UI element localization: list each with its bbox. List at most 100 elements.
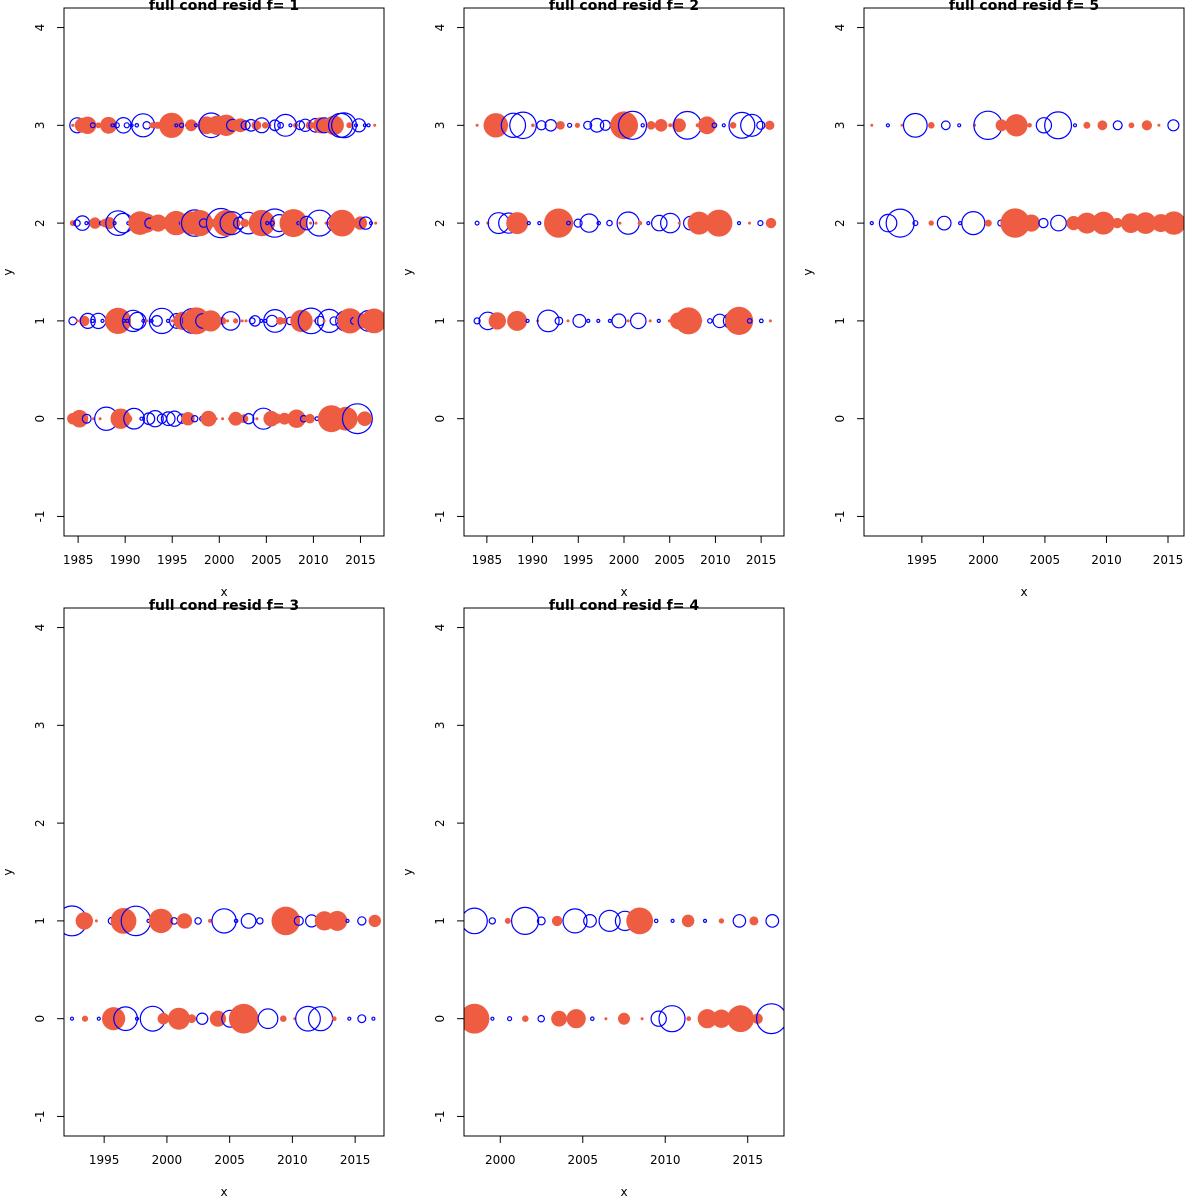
- x-tick-label: 1985: [472, 553, 503, 567]
- x-tick-label: 2015: [1153, 553, 1184, 567]
- positive-residual-point: [81, 1015, 89, 1022]
- negative-residual-point: [758, 318, 764, 324]
- plot-frame: [63, 7, 385, 537]
- negative-residual-point: [728, 111, 756, 139]
- negative-residual-point: [1035, 117, 1053, 134]
- positive-residual-point: [1022, 214, 1040, 232]
- positive-residual-point: [1083, 121, 1091, 129]
- negative-residual-point: [869, 221, 874, 226]
- x-tick-label: 1985: [63, 553, 94, 567]
- bubble-layer: [67, 112, 384, 435]
- positive-residual-point: [551, 915, 563, 927]
- y-tick-label: 0: [33, 415, 47, 423]
- negative-residual-point: [765, 914, 780, 928]
- y-tick-label: -1: [433, 1110, 447, 1122]
- negative-residual-point: [269, 119, 281, 132]
- negative-residual-point: [277, 121, 285, 129]
- positive-residual-point: [78, 116, 97, 134]
- positive-residual-point: [226, 319, 230, 323]
- negative-residual-point: [711, 122, 718, 129]
- x-tick-label: 1995: [157, 553, 188, 567]
- positive-residual-point: [312, 117, 329, 134]
- y-tick-label: 0: [833, 415, 847, 423]
- positive-residual-point: [654, 119, 668, 132]
- positive-residual-point: [1134, 212, 1157, 234]
- positive-residual-point: [248, 209, 275, 237]
- positive-residual-point: [95, 122, 102, 129]
- positive-residual-point: [290, 309, 313, 333]
- positive-residual-point: [123, 414, 133, 423]
- y-tick-label: 4: [33, 624, 47, 632]
- negative-residual-point: [240, 120, 251, 131]
- negative-residual-point: [84, 221, 89, 226]
- positive-residual-point: [551, 1010, 567, 1027]
- y-tick-label: 4: [33, 24, 47, 32]
- y-tick-label: 1: [33, 917, 47, 925]
- positive-residual-point: [1097, 120, 1108, 131]
- negative-residual-point: [640, 123, 645, 128]
- negative-residual-point: [295, 1005, 321, 1032]
- positive-residual-point: [314, 221, 318, 225]
- positive-residual-point: [181, 412, 195, 426]
- positive-residual-point: [357, 411, 373, 427]
- plot-title: full cond resid f= 5: [949, 0, 1099, 14]
- positive-residual-point: [705, 209, 733, 237]
- positive-residual-point: [464, 1003, 490, 1034]
- x-tick-label: 2010: [1091, 553, 1122, 567]
- positive-residual-point: [728, 221, 732, 225]
- plot-title: full cond resid f= 3: [149, 598, 299, 614]
- negative-residual-point: [912, 220, 919, 227]
- negative-residual-point: [599, 119, 612, 131]
- bubble-layer: [869, 110, 1184, 238]
- x-tick-label: 2010: [700, 553, 731, 567]
- y-tick-label: 3: [433, 122, 447, 130]
- negative-residual-point: [562, 908, 588, 934]
- negative-residual-point: [96, 1016, 101, 1021]
- x-axis-label: x: [220, 585, 227, 599]
- positive-residual-point: [749, 916, 759, 926]
- negative-residual-point: [211, 908, 237, 934]
- y-tick-label: 1: [433, 917, 447, 925]
- negative-residual-point: [756, 1003, 784, 1035]
- positive-residual-point: [167, 1007, 190, 1030]
- positive-residual-point: [233, 318, 239, 324]
- positive-residual-point: [752, 1013, 763, 1024]
- negative-residual-point: [1044, 111, 1073, 140]
- y-tick-label: -1: [33, 510, 47, 522]
- positive-residual-point: [718, 918, 725, 924]
- positive-residual-point: [244, 319, 248, 323]
- y-tick-label: 4: [433, 624, 447, 632]
- plot-panel: 1985 1990 1995 2000 2005 2010 2015 -1 0 1 2 3 4 x y ful…: [401, 0, 785, 599]
- positive-residual-point: [157, 1012, 170, 1025]
- positive-residual-point: [214, 417, 218, 421]
- negative-residual-point: [123, 407, 146, 430]
- y-tick-label: 1: [33, 317, 47, 325]
- negative-residual-point: [341, 403, 373, 435]
- positive-residual-point: [1027, 123, 1032, 128]
- positive-residual-point: [748, 221, 751, 225]
- negative-residual-point: [526, 221, 531, 226]
- x-tick-label: 2015: [345, 553, 376, 567]
- positive-residual-point: [176, 913, 193, 929]
- negative-residual-point: [1050, 214, 1067, 232]
- x-tick-label: 1995: [89, 1153, 120, 1167]
- negative-residual-point: [607, 318, 613, 323]
- negative-residual-point: [596, 318, 601, 323]
- negative-residual-point: [151, 315, 163, 327]
- positive-residual-point: [677, 221, 681, 225]
- positive-residual-point: [504, 917, 511, 924]
- positive-residual-point: [522, 1015, 529, 1022]
- negative-residual-point: [288, 123, 293, 128]
- bubble-layer: [64, 905, 381, 1034]
- y-tick-label: -1: [33, 1110, 47, 1122]
- negative-residual-point: [166, 410, 183, 427]
- y-tick-label: 2: [33, 819, 47, 827]
- negative-residual-point: [368, 221, 374, 226]
- negative-residual-point: [353, 123, 359, 128]
- x-axis-label: x: [620, 1185, 627, 1199]
- x-tick-label: 2005: [214, 1153, 245, 1167]
- positive-residual-point: [668, 123, 673, 128]
- negative-residual-point: [259, 318, 264, 323]
- positive-residual-point: [507, 310, 528, 331]
